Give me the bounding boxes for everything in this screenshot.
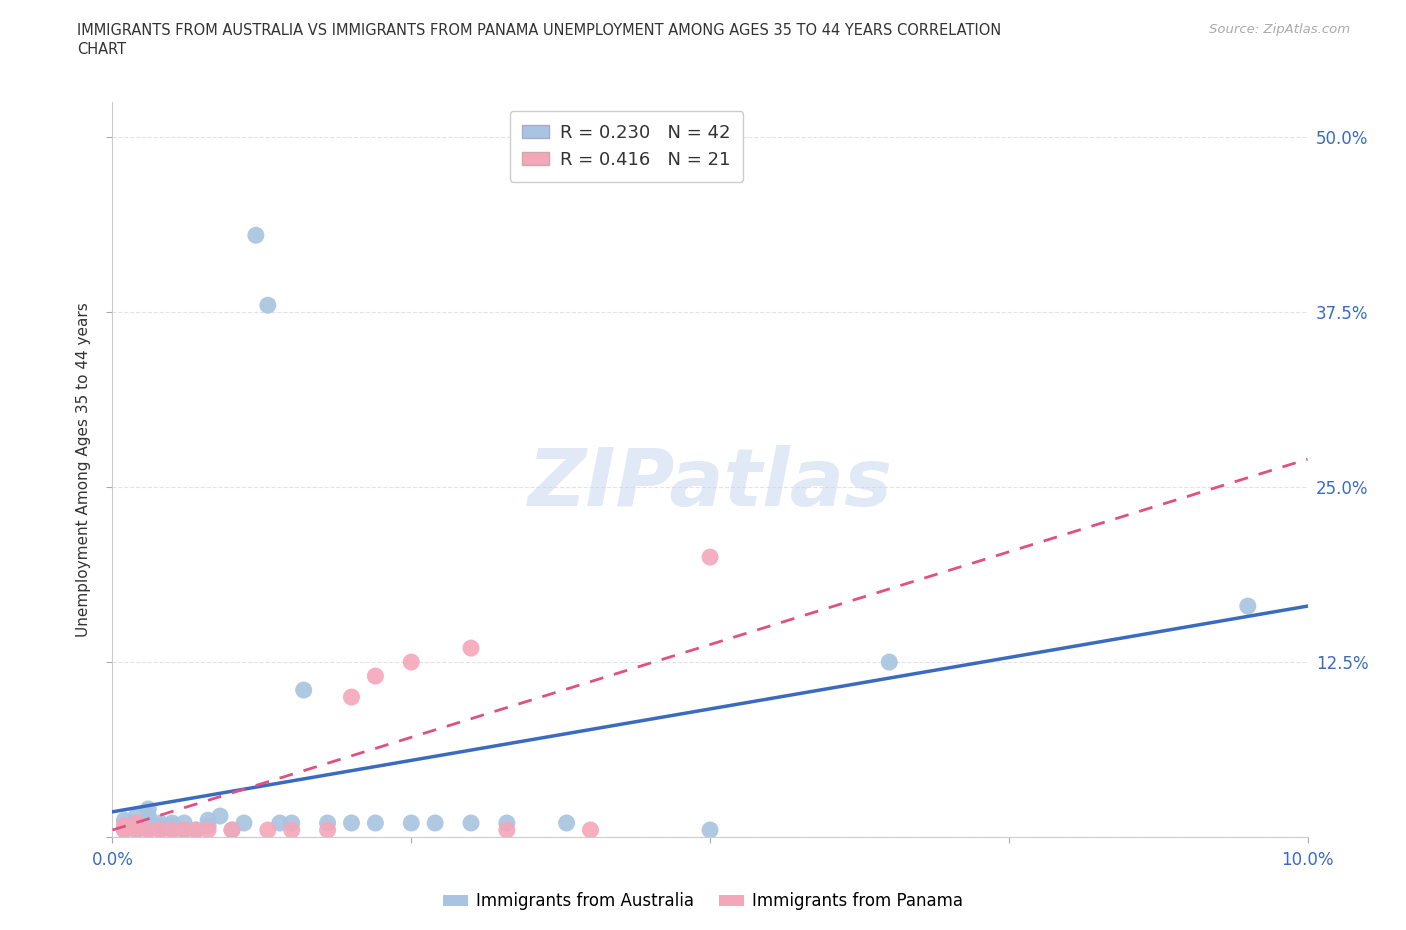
Point [197,818,219,833]
Text: Source: ZipAtlas.com: Source: ZipAtlas.com [1209,23,1350,36]
Point [401,816,423,830]
Point [186,822,208,837]
Point [114,818,135,833]
Point [149,818,172,833]
Point [149,816,172,830]
Point [125,816,148,830]
Legend: R = 0.230   N = 42, R = 0.416   N = 21: R = 0.230 N = 42, R = 0.416 N = 21 [509,112,744,181]
Point [579,822,602,837]
Point [340,690,363,705]
Point [233,816,256,830]
Text: CHART: CHART [77,42,127,57]
Point [197,822,219,837]
Point [125,816,148,830]
Point [162,822,183,837]
Point [316,816,339,830]
Point [281,816,304,830]
Text: ZIPatlas: ZIPatlas [527,445,893,524]
Point [401,655,423,670]
Point [699,822,721,837]
Point [138,819,160,834]
Point [879,655,901,670]
Point [138,802,160,817]
Point [257,822,280,837]
Point [221,822,243,837]
Point [114,813,135,828]
Y-axis label: Unemployment Among Ages 35 to 44 years: Unemployment Among Ages 35 to 44 years [76,302,91,637]
Point [221,822,243,837]
Point [364,669,387,684]
Point [245,228,267,243]
Point [149,822,172,837]
Point [209,808,232,823]
Point [173,822,195,837]
Point [162,816,183,830]
Point [1237,599,1260,614]
Point [173,822,195,837]
Point [125,808,148,823]
Point [186,822,208,837]
Point [316,822,339,837]
Point [269,816,291,830]
Point [460,641,482,656]
Point [125,822,148,837]
Point [138,816,160,830]
Point [114,822,135,837]
Point [173,816,195,830]
Point [364,816,387,830]
Point [340,816,363,830]
Point [496,816,519,830]
Point [281,822,304,837]
Point [114,818,135,833]
Point [162,818,183,833]
Legend: Immigrants from Australia, Immigrants from Panama: Immigrants from Australia, Immigrants fr… [436,885,970,917]
Point [114,822,135,837]
Point [699,550,721,565]
Point [138,822,160,837]
Point [138,822,160,837]
Point [138,808,160,823]
Point [149,822,172,837]
Point [496,822,519,837]
Point [460,816,482,830]
Text: IMMIGRANTS FROM AUSTRALIA VS IMMIGRANTS FROM PANAMA UNEMPLOYMENT AMONG AGES 35 T: IMMIGRANTS FROM AUSTRALIA VS IMMIGRANTS … [77,23,1001,38]
Point [125,818,148,833]
Point [162,822,183,837]
Point [292,683,315,698]
Point [197,813,219,828]
Point [257,298,280,312]
Point [125,822,148,837]
Point [425,816,447,830]
Point [555,816,578,830]
